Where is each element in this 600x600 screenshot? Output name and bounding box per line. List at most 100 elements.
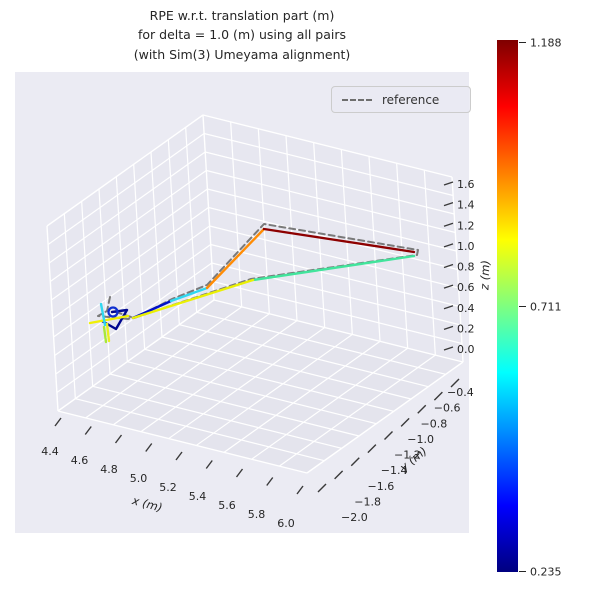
z-tick-label: 0.2 bbox=[457, 322, 475, 335]
legend-label-reference: reference bbox=[382, 92, 440, 107]
y-tick-label: −2.0 bbox=[341, 511, 368, 524]
estimate-trajectory-segment bbox=[169, 286, 209, 303]
grid-line-floor-y bbox=[85, 306, 243, 419]
pane-edge bbox=[46, 225, 59, 412]
x-tick-mark bbox=[296, 485, 304, 495]
x-tick-label: 5.8 bbox=[248, 508, 266, 521]
z-tick-mark bbox=[443, 243, 454, 248]
y-tick-mark bbox=[317, 483, 327, 493]
x-tick-label: 5.0 bbox=[130, 472, 148, 485]
trajectory-group bbox=[88, 223, 419, 344]
x-tick-label: 6.0 bbox=[277, 517, 295, 530]
x-tick-label: 4.6 bbox=[71, 454, 89, 467]
estimate-trajectory-segment bbox=[251, 254, 416, 282]
grid-line-floor-y bbox=[278, 354, 436, 467]
z-tick-label: 0.6 bbox=[457, 281, 475, 294]
grid-line-floor-x bbox=[75, 398, 325, 462]
grid-line-right-z bbox=[209, 225, 459, 289]
plot-title-line1: RPE w.r.t. translation part (m) bbox=[149, 8, 335, 23]
z-tick-mark bbox=[443, 325, 454, 331]
estimate-trajectory-segment bbox=[262, 227, 416, 254]
pane-edge bbox=[46, 114, 204, 227]
z-tick-label: 0.0 bbox=[457, 343, 475, 356]
y-tick-mark bbox=[433, 391, 443, 401]
x-tick-mark bbox=[114, 434, 123, 444]
grid-line-right-z bbox=[207, 188, 457, 252]
grid-line-left-z bbox=[47, 133, 205, 245]
grid-line-left-z bbox=[49, 170, 207, 282]
z-tick-label: 1.0 bbox=[457, 240, 475, 253]
z-tick-mark bbox=[443, 222, 454, 227]
colorbar-tick-min bbox=[519, 571, 526, 572]
y-tick-label: −1.8 bbox=[354, 495, 381, 508]
y-tick-label: −1.2 bbox=[394, 449, 421, 462]
z-tick-label: 0.8 bbox=[457, 261, 475, 274]
grid-line-right-z bbox=[203, 132, 454, 197]
z-axis-label: z (m) bbox=[477, 259, 493, 291]
pane-edge bbox=[57, 410, 308, 474]
legend-dashed-line-sample bbox=[342, 98, 372, 101]
x-tick-label: 4.8 bbox=[100, 463, 118, 476]
z-tick-mark bbox=[443, 305, 454, 310]
z-tick-label: 1.6 bbox=[457, 178, 475, 191]
grid-line-floor-x bbox=[144, 348, 394, 412]
plot-title: RPE w.r.t. translation part (m) for delt… bbox=[0, 6, 484, 64]
grid-line-right-z bbox=[211, 262, 461, 326]
x-tick-mark bbox=[84, 426, 92, 435]
y-tick-label: −0.4 bbox=[447, 386, 474, 399]
tick-marks bbox=[54, 181, 460, 495]
estimate-trajectory-segment bbox=[88, 314, 130, 325]
pane-edge bbox=[202, 114, 215, 301]
y-tick-label: −0.6 bbox=[434, 402, 461, 415]
x-tick-mark bbox=[235, 468, 244, 478]
z-tick-mark bbox=[443, 181, 454, 186]
grid-line-left-z bbox=[53, 225, 210, 338]
x-tick-label: 5.4 bbox=[189, 490, 207, 503]
estimate-trajectory-segment bbox=[205, 227, 266, 290]
grid-line-floor-x bbox=[161, 336, 412, 400]
estimate-trajectory-segment bbox=[105, 322, 111, 343]
y-tick-mark bbox=[384, 431, 393, 440]
z-tick-mark bbox=[443, 346, 454, 351]
grid-line-left-z bbox=[51, 188, 208, 301]
y-tick-label: −1.6 bbox=[368, 480, 395, 493]
x-tick-mark bbox=[145, 443, 153, 452]
grid-line-floor-y bbox=[223, 340, 381, 453]
reference-trajectory-dashed bbox=[97, 223, 419, 320]
z-tick-mark bbox=[443, 201, 454, 207]
y-tick-label: −0.8 bbox=[421, 417, 448, 430]
colorbar-tick-max bbox=[519, 42, 526, 43]
colorbar-jet-gradient bbox=[497, 40, 518, 572]
y-tick-mark bbox=[400, 417, 410, 427]
grid-line-floor-y bbox=[251, 347, 409, 460]
tick-labels: 4.4 4.6 4.8 5.0 5.2 5.4 5.6 5.8 6.0 −0.4 −0.6 −0.8 −… bbox=[41, 178, 474, 530]
estimate-trajectory-loop bbox=[107, 306, 119, 318]
x-tick-mark bbox=[205, 460, 213, 469]
x-tick-mark bbox=[54, 417, 62, 427]
grid-line-floor-y bbox=[140, 320, 298, 433]
grid-line-floor-y bbox=[168, 327, 326, 440]
pane-edge bbox=[451, 176, 464, 363]
z-tick-mark bbox=[443, 284, 454, 289]
pane-edge bbox=[213, 299, 464, 363]
x-tick-label: 5.6 bbox=[218, 499, 236, 512]
plot-title-line2: for delta = 1.0 (m) using all pairs bbox=[137, 27, 347, 43]
y-tick-mark bbox=[417, 404, 427, 414]
grid-line-floor-x bbox=[109, 373, 360, 437]
colorbar-label-max: 1.188 bbox=[530, 36, 562, 50]
grid-line-right-z bbox=[205, 151, 455, 215]
x-tick-label: 5.2 bbox=[159, 481, 177, 494]
estimate-trajectory-segment bbox=[100, 308, 129, 331]
x-tick-label: 4.4 bbox=[41, 445, 59, 458]
pane-edge bbox=[202, 114, 453, 178]
grid-line-floor-x bbox=[127, 361, 377, 425]
grid-line-left-z bbox=[52, 207, 209, 319]
z-tick-label: 0.4 bbox=[457, 302, 475, 315]
y-tick-mark bbox=[450, 378, 460, 388]
grid-line-floor-x bbox=[196, 311, 446, 375]
grid-line-floor-x bbox=[179, 324, 429, 388]
grid-lines bbox=[47, 121, 463, 467]
pane-edge bbox=[57, 299, 215, 412]
y-tick-mark bbox=[334, 470, 344, 480]
